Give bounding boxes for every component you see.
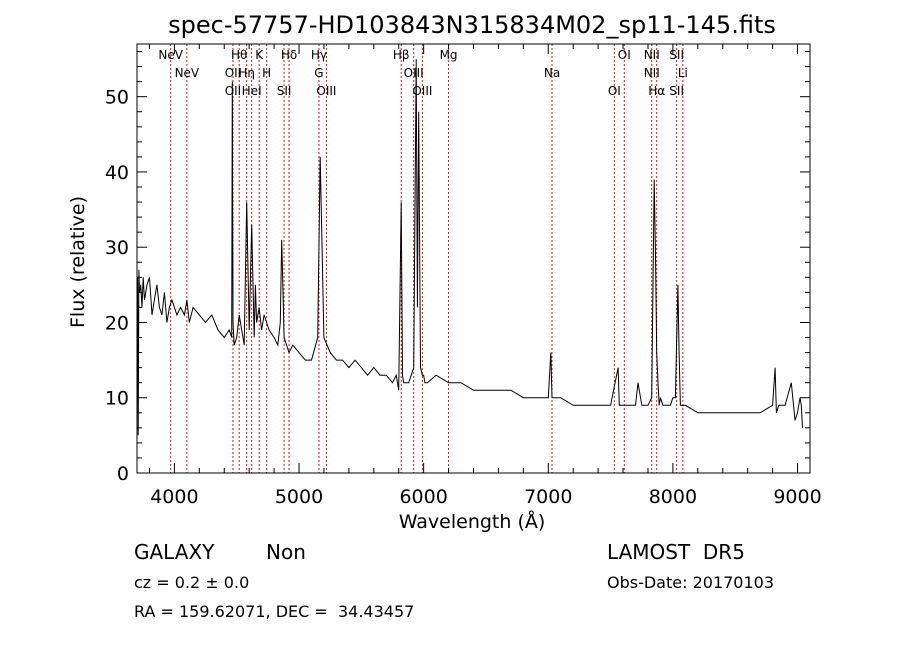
obs-date: Obs-Date: 20170103 [607,573,775,592]
line-label: Hβ [393,48,410,62]
x-axis: 4000 5000 6000 7000 8000 9000 [148,44,822,508]
y-tick-label: 30 [105,237,129,259]
x-tick-label: 8000 [649,486,697,508]
x-tick-label: 6000 [399,486,447,508]
x-tick-label: 9000 [773,486,821,508]
line-label: SII [669,84,684,98]
line-label: SII [277,84,292,98]
x-tick-label: 4000 [150,486,198,508]
emission-line-markers [170,44,684,473]
line-label: OIII [412,84,432,98]
y-tick-label: 0 [117,463,129,485]
plot-frame [136,43,811,474]
x-axis-label: Wavelength (Å) [399,510,546,533]
line-label: NeV [158,48,183,62]
spectrum-line [136,59,803,436]
line-label: SII [669,48,684,62]
y-tick-label: 40 [105,162,129,184]
emission-line-labels: NeV NeV OII OII Hθ Hη HeI KH SII Hδ G Hγ OIII Hβ OIII O… [158,48,688,98]
y-tick-label: 50 [105,87,129,109]
y-tick-label: 20 [105,312,129,334]
line-label: NII [644,66,660,80]
spectrum-chart: spec-57757-HD103843N315834M02_sp11-145.f… [67,11,822,533]
line-label: OII [225,84,242,98]
line-label: Na [544,66,560,80]
y-axis: 0 10 20 30 40 50 [105,51,810,485]
line-label: OIII [404,66,424,80]
line-label: Li [678,66,688,80]
survey-name: LAMOST DR5 [607,540,745,564]
line-label: Hθ [231,48,247,62]
chart-title: spec-57757-HD103843N315834M02_sp11-145.f… [168,11,776,39]
line-label: K [255,48,264,62]
x-tick-label: 5000 [275,486,323,508]
redshift-text: cz = 0.2 ± 0.0 [134,573,250,592]
line-label: OI [608,84,621,98]
line-label: OI [618,48,631,62]
line-label: Hγ [311,48,327,62]
x-tick-label: 7000 [524,486,572,508]
y-tick-label: 10 [105,388,129,410]
coordinates-text: RA = 159.62071, DEC = 34.43457 [134,602,415,621]
object-subclass: Non [266,540,306,564]
line-label: NeV [175,66,200,80]
line-label: Hα [648,84,665,98]
line-label: HeI [242,84,262,98]
line-label: G [314,66,323,80]
line-label: OII [225,66,242,80]
y-axis-label: Flux (relative) [67,196,89,328]
line-label: Hη [238,66,255,80]
object-class: GALAXY [134,540,215,564]
line-label: Hδ [281,48,297,62]
line-label: H [262,66,271,80]
line-label: OIII [316,84,336,98]
line-label: Mg [440,48,458,62]
line-label: NII [644,48,660,62]
